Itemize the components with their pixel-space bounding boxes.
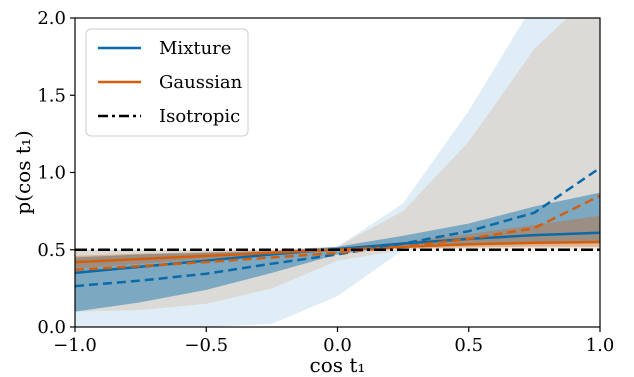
- series-lines: [75, 166, 600, 288]
- y-tick-label: 2.0: [37, 8, 66, 29]
- x-tick-label: 1.0: [586, 335, 615, 356]
- mixture-inner-band: [75, 192, 600, 312]
- x-tick-label: 0.0: [323, 335, 352, 356]
- legend-box: [85, 28, 249, 137]
- x-tick-label: −1.0: [53, 335, 97, 356]
- x-axis-label: cos t₁: [310, 353, 366, 377]
- y-axis-label: p(cos t₁): [11, 130, 35, 214]
- y-tick-label: 1.0: [37, 163, 66, 184]
- x-tick-label: 0.5: [454, 335, 483, 356]
- x-tick-label: −0.5: [184, 335, 228, 356]
- legend-label: Gaussian: [159, 72, 243, 93]
- y-tick-label: 0.0: [37, 317, 66, 338]
- mixture-outer-band: [75, 18, 600, 327]
- y-tick-label: 0.5: [37, 240, 66, 261]
- gaussian-dashed-line: [75, 194, 600, 272]
- y-tick-label: 1.5: [37, 85, 66, 106]
- legend: Mixture Gaussian Isotropic: [85, 28, 249, 137]
- legend-label: Isotropic: [159, 106, 240, 127]
- mixture-dashed-line: [75, 166, 600, 288]
- legend-label: Mixture: [159, 38, 231, 59]
- axis-ticks: −1.0 −0.5 0.0 0.5 1.0 0.0 0.5 1.0 1.5 2.0: [37, 8, 614, 356]
